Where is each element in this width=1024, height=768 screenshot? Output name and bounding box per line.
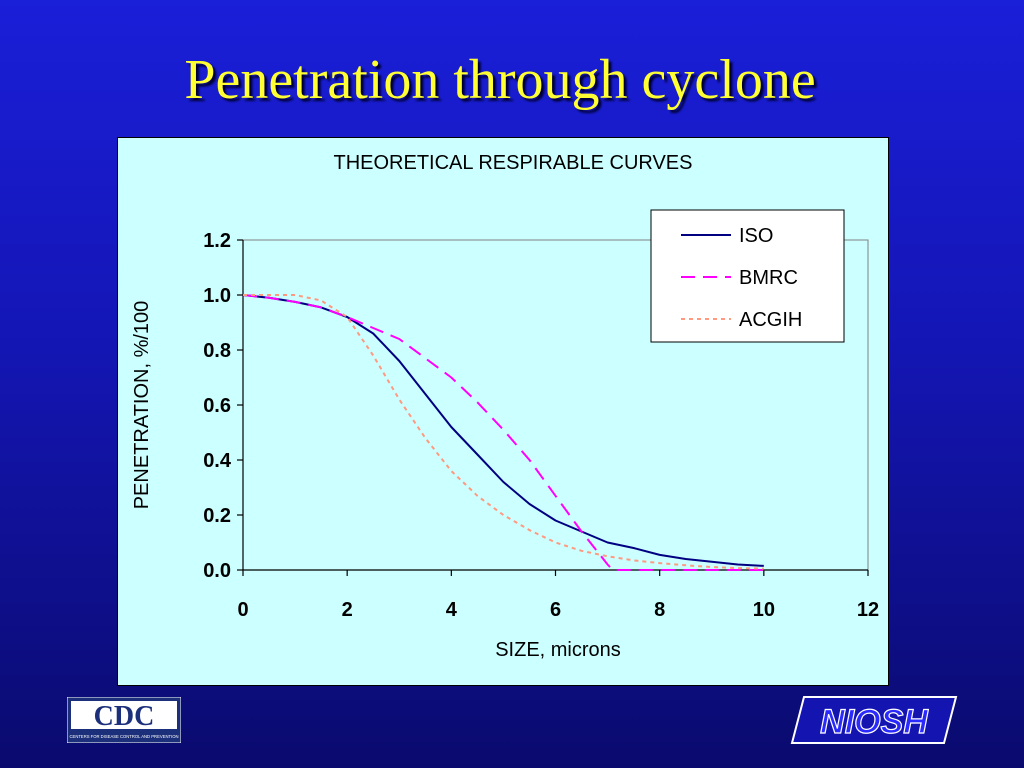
cdc-logo-text: CDC [94, 701, 155, 732]
cdc-logo: CDC CENTERS FOR DISEASE CONTROL AND PREV… [67, 697, 181, 743]
y-tick-label: 0.2 [203, 505, 231, 527]
y-tick-label: 0.6 [203, 395, 231, 417]
legend-label-iso: ISO [739, 225, 773, 247]
series-line-acgih [243, 294, 764, 570]
y-tick-label: 0.8 [203, 340, 231, 362]
axes-layer: 0.0 0.2 0.4 0.6 0.8 1.0 1.2 0 2 4 6 8 10 12 [203, 230, 879, 621]
y-tick-label: 0.0 [203, 560, 231, 582]
series-line-bmrc [242, 294, 764, 571]
legend-label-acgih: ACGIH [739, 309, 802, 331]
x-tick-label: 8 [654, 599, 665, 621]
legend-label-bmrc: BMRC [739, 267, 798, 289]
x-tick-label: 0 [237, 599, 248, 621]
y-tick-label: 1.2 [203, 230, 231, 252]
series-layer [242, 294, 764, 571]
x-tick-label: 10 [753, 599, 775, 621]
chart-title: THEORETICAL RESPIRABLE CURVES [334, 152, 693, 174]
penetration-chart: THEORETICAL RESPIRABLE CURVES 0.00.20.40… [131, 152, 879, 661]
x-axis-label: SIZE, microns [495, 639, 621, 661]
y-tick-label: 0.4 [203, 450, 232, 472]
x-tick-label: 6 [550, 599, 561, 621]
y-tick-label: 1.0 [203, 285, 231, 307]
x-tick-label: 12 [857, 599, 879, 621]
chart-panel: THEORETICAL RESPIRABLE CURVES 0.0 0.2 0.4 0… [117, 137, 889, 686]
slide-title: Penetration through cyclone [184, 49, 816, 111]
cdc-logo-subtext: CENTERS FOR DISEASE CONTROL AND PREVENTI… [70, 734, 179, 739]
x-tick-label: 4 [446, 599, 458, 621]
y-axis-label: PENETRATION, %/100 [131, 301, 153, 510]
niosh-logo-text: NIOSH [820, 703, 929, 741]
legend-items: ISO BMRC ACGIH [681, 225, 802, 331]
niosh-logo: NIOSH [790, 696, 958, 744]
x-tick-label: 2 [342, 599, 353, 621]
legend: ISO BMRC ACGIH [650, 209, 845, 343]
